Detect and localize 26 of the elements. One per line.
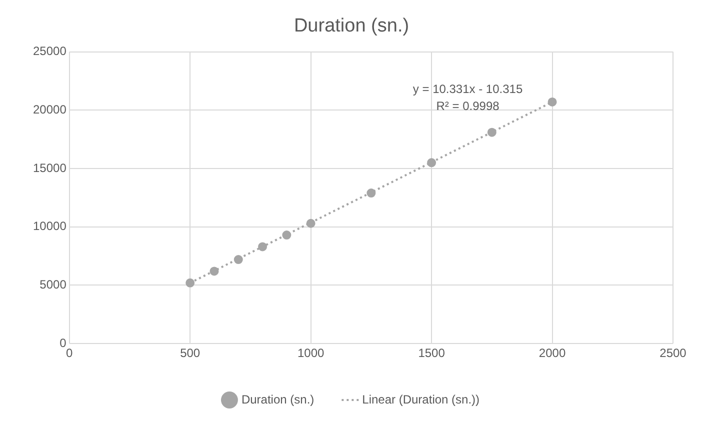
point <box>210 266 219 276</box>
y-tick-label: 15000 <box>32 160 67 175</box>
x-tick-label: 500 <box>180 346 200 360</box>
annotation: R² = 0.9998 <box>436 99 500 114</box>
point <box>186 278 195 288</box>
y-tick-label: 5000 <box>40 278 67 292</box>
legend-label: Linear (Duration (sn.)) <box>362 392 480 406</box>
x-tick-label: 1000 <box>297 346 324 360</box>
legend-label: Duration (sn.) <box>241 392 314 406</box>
point <box>282 230 292 240</box>
point <box>258 242 268 252</box>
x-tick-label: 1500 <box>418 346 446 360</box>
y-tick-label: 0 <box>60 336 67 350</box>
y-tick-label: 20000 <box>32 102 67 116</box>
point <box>427 158 436 168</box>
chart-title: Duration (sn.) <box>294 16 410 37</box>
point <box>548 97 557 106</box>
y-tick-label: 10000 <box>32 219 67 234</box>
point <box>487 128 496 137</box>
x-tick-label: 2000 <box>538 346 566 360</box>
point <box>306 218 316 228</box>
annotation: y = 10.331x - 10.315 <box>412 82 523 96</box>
x-tick-label: 2500 <box>660 346 687 360</box>
point <box>366 188 376 198</box>
point <box>234 255 243 264</box>
y-tick-label: 25000 <box>32 44 67 58</box>
